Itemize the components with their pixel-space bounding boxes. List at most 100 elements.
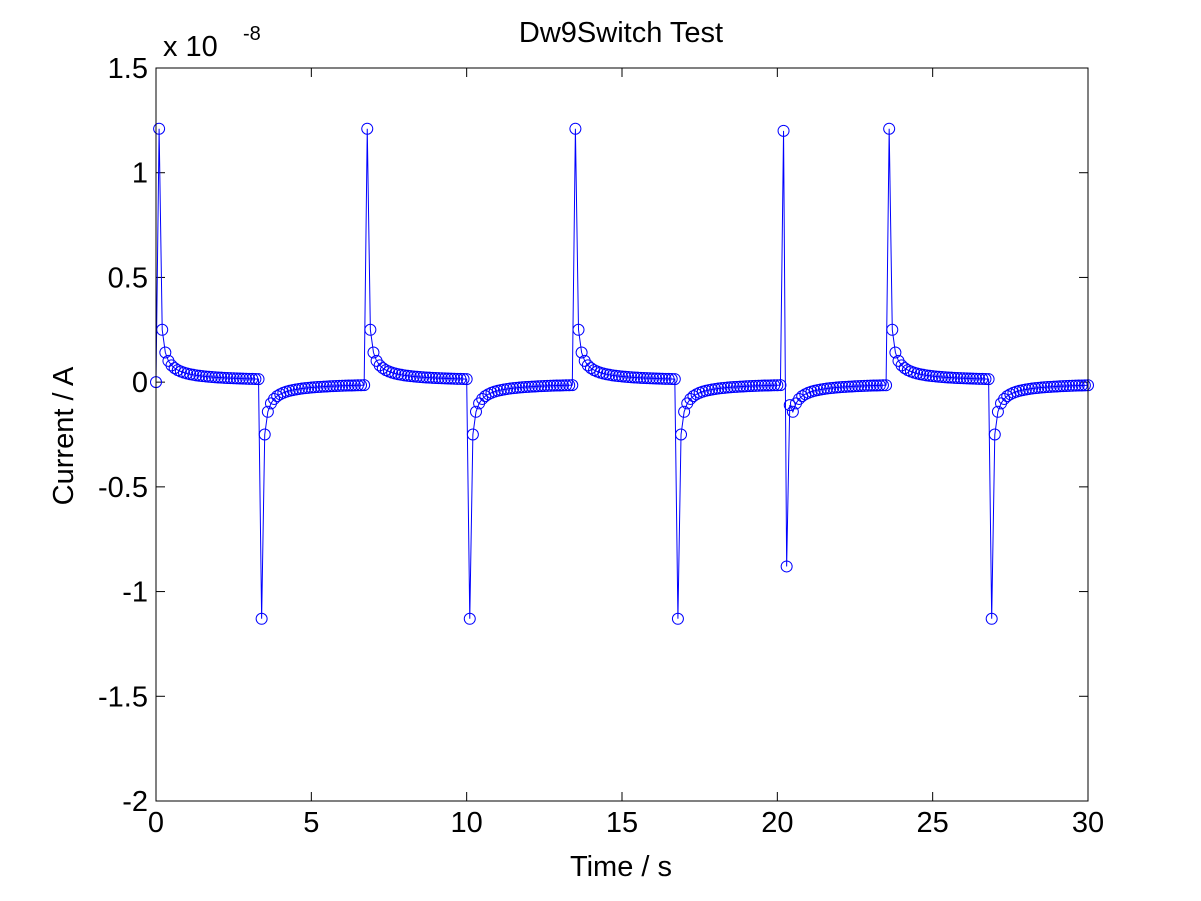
data-point: [345, 379, 358, 392]
y-tick-label: -1: [122, 577, 148, 609]
data-point: [634, 371, 647, 384]
data-point: [243, 372, 256, 385]
data-point: [612, 370, 625, 383]
data-point: [870, 379, 883, 392]
data-point: [730, 380, 743, 393]
data-point: [227, 372, 240, 385]
data-point: [323, 380, 336, 393]
data-point: [855, 380, 868, 393]
data-point: [833, 381, 846, 394]
data-point: [351, 379, 364, 392]
data-point: [476, 392, 489, 405]
data-point: [261, 405, 274, 418]
data-point: [743, 380, 756, 393]
data-point: [563, 379, 576, 392]
data-point: [1075, 379, 1088, 392]
data-point: [939, 371, 952, 384]
data-point: [755, 379, 768, 392]
data-point: [640, 372, 653, 385]
data-point: [358, 379, 371, 392]
data-point: [842, 380, 855, 393]
y-tick-label: -2: [122, 786, 148, 818]
y-axis-label: Current / A: [48, 366, 80, 505]
data-point: [205, 371, 218, 384]
data-point: [740, 380, 753, 393]
data-point: [1057, 380, 1070, 393]
data-point: [255, 612, 268, 625]
data-point: [839, 380, 852, 393]
data-point: [1063, 379, 1076, 392]
data-point: [510, 381, 523, 394]
data-point: [762, 379, 775, 392]
data-point: [1050, 380, 1063, 393]
data-point: [532, 380, 545, 393]
data-point: [945, 371, 958, 384]
data-point: [715, 382, 728, 395]
data-point: [429, 371, 442, 384]
data-point: [746, 380, 759, 393]
data-point: [752, 379, 765, 392]
data-point: [460, 373, 473, 386]
data-point: [519, 381, 532, 394]
data-point: [230, 372, 243, 385]
data-point: [522, 380, 535, 393]
data-point: [662, 372, 675, 385]
data-point: [668, 373, 681, 386]
data-point: [407, 370, 420, 383]
data-point: [196, 370, 209, 383]
data-point: [240, 372, 253, 385]
data-point: [942, 371, 955, 384]
data-point: [852, 380, 865, 393]
data-point: [960, 372, 973, 385]
data-point: [221, 371, 234, 384]
y-tick-label: 0.5: [108, 262, 148, 294]
data-point: [873, 379, 886, 392]
data-point: [1047, 380, 1060, 393]
data-point: [935, 371, 948, 384]
data-point: [780, 560, 793, 573]
data-point: [684, 392, 697, 405]
data-point: [1054, 380, 1067, 393]
data-point: [616, 370, 628, 383]
data-point: [544, 379, 557, 392]
data-point: [212, 371, 225, 384]
y-scale-base: x 10: [163, 31, 218, 63]
data-point: [414, 371, 427, 384]
data-point: [1029, 382, 1042, 395]
data-point: [547, 379, 560, 392]
data-point: [864, 379, 877, 392]
data-point: [423, 371, 436, 384]
data-point: [336, 379, 349, 392]
chart-title: Dw9Switch Test: [519, 17, 723, 49]
tick-labels: 0 5 10 15 20 25 30 -2 -1.5 -1 -0.5 0 0.5 1 1.5: [98, 53, 1104, 839]
data-point: [849, 380, 861, 393]
data-point: [675, 428, 688, 441]
x-tick-label: 20: [761, 807, 793, 839]
data-point: [631, 371, 644, 384]
data-point: [793, 392, 806, 405]
data-point: [159, 346, 172, 359]
data-point: [768, 379, 781, 392]
x-tick-label: 25: [917, 807, 949, 839]
x-tick-label: 30: [1072, 807, 1104, 839]
data-point: [525, 380, 538, 393]
data-point: [454, 372, 467, 385]
data-point: [998, 392, 1011, 405]
data-point: [457, 373, 470, 386]
data-point: [948, 371, 961, 384]
data-point: [215, 371, 228, 384]
data-point: [361, 122, 374, 135]
y-tick-label: 1: [132, 158, 148, 190]
data-point: [507, 382, 520, 395]
data-point: [435, 372, 448, 385]
data-point: [305, 381, 318, 394]
data-point: [721, 381, 734, 394]
data-point: [1069, 379, 1082, 392]
data-point: [466, 428, 479, 441]
data-point: [1041, 381, 1054, 394]
data-point: [1035, 381, 1048, 394]
series-line: [155, 128, 1089, 619]
data-point: [529, 380, 542, 393]
data-point: [451, 372, 464, 385]
